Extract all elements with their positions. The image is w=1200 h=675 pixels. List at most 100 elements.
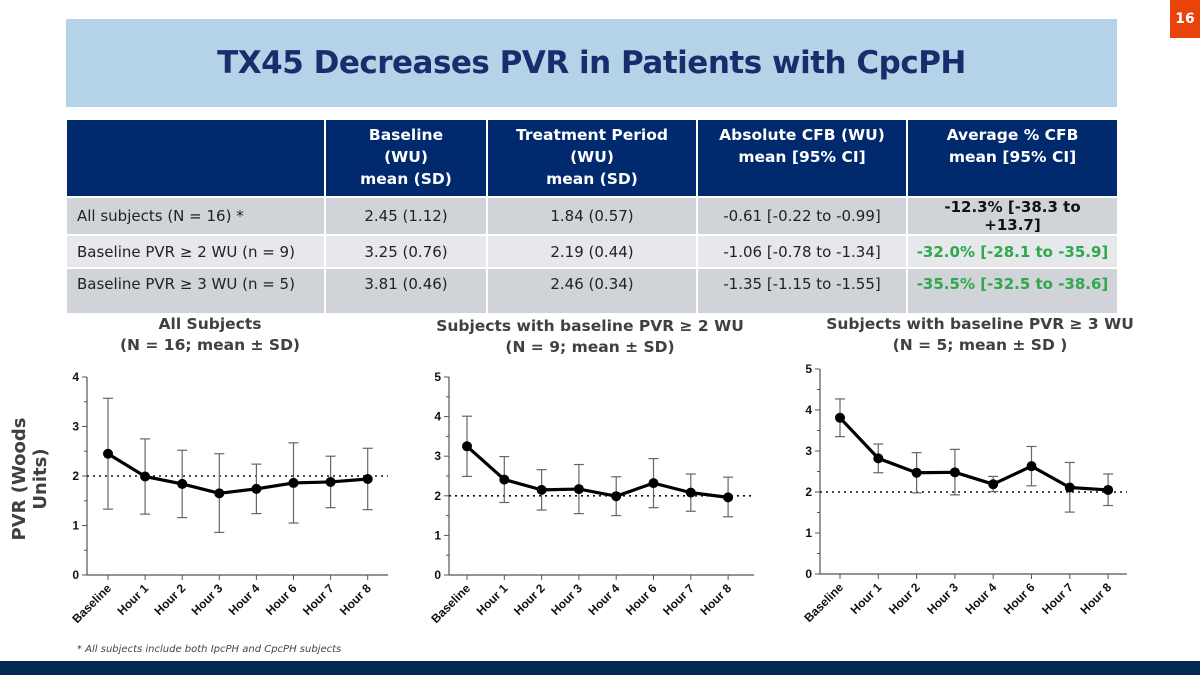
y-tick-label: 4	[805, 403, 812, 417]
data-point	[214, 488, 225, 499]
percent-cfb-cell: -32.0% [-28.1 to -35.9]	[907, 234, 1117, 268]
y-tick-label: 1	[434, 528, 441, 542]
chart-subtitle-line: (N = 9; mean ± SD)	[505, 338, 675, 356]
y-tick-label: 3	[805, 444, 812, 458]
chart-title-line: All Subjects	[158, 315, 262, 333]
data-point	[325, 476, 336, 487]
y-tick-label: 0	[434, 568, 441, 582]
header-line: mean [95% CI]	[738, 148, 866, 166]
data-point	[251, 483, 262, 494]
data-point	[873, 453, 884, 464]
x-tick-label: Baseline	[428, 581, 473, 626]
data-point	[573, 484, 584, 495]
absolute-cfb-cell: -0.61 [-0.22 to -0.99]	[697, 196, 908, 235]
baseline-cell: 2.45 (1.12)	[325, 196, 488, 235]
data-point	[1064, 482, 1075, 493]
chart-title-pvr3: Subjects with baseline PVR ≥ 3 WU (N = 5…	[800, 314, 1160, 356]
data-point	[499, 474, 510, 485]
x-tick-label: Hour 4	[586, 581, 623, 618]
x-tick-label: Hour 2	[511, 581, 548, 618]
x-tick-label: Hour 8	[1077, 580, 1114, 617]
data-point	[988, 479, 999, 490]
x-tick-label: Baseline	[69, 581, 114, 626]
table-row: All subjects (N = 16) * 2.45 (1.12) 1.84…	[67, 196, 1117, 235]
header-line: mean (SD)	[360, 170, 452, 188]
x-tick-label: Hour 3	[924, 580, 961, 617]
footnote: * All subjects include both IpcPH and Cp…	[77, 644, 342, 655]
x-tick-label: Hour 6	[1001, 580, 1038, 617]
x-tick-label: Hour 7	[1039, 580, 1076, 617]
data-point	[835, 412, 845, 423]
absolute-cfb-cell: -1.35 [-1.15 to -1.55]	[697, 267, 908, 313]
data-point	[177, 478, 188, 489]
slide-title: TX45 Decreases PVR in Patients with CpcP…	[217, 45, 966, 81]
baseline-cell: 3.81 (0.46)	[325, 267, 488, 313]
y-tick-label: 2	[434, 489, 441, 503]
absolute-cfb-cell: -1.06 [-0.78 to -1.34]	[697, 234, 908, 268]
y-tick-label: 0	[72, 568, 79, 582]
x-tick-label: Hour 2	[886, 580, 923, 617]
data-point	[723, 492, 734, 503]
page-number-badge: 16	[1170, 0, 1200, 38]
summary-table: Baseline (WU) mean (SD) Treatment Period (W…	[67, 120, 1117, 313]
x-tick-label: Hour 4	[963, 580, 1000, 617]
y-tick-label: 1	[805, 526, 812, 540]
x-tick-label: Hour 6	[623, 581, 660, 618]
header-line: Treatment Period	[516, 126, 668, 144]
header-line: (WU)	[570, 148, 614, 166]
data-point	[648, 478, 659, 489]
y-tick-label: 2	[72, 469, 79, 483]
data-point	[1103, 484, 1114, 495]
y-tick-label: 3	[72, 420, 79, 434]
data-point	[362, 473, 373, 484]
y-tick-label: 3	[434, 449, 441, 463]
table-row: Baseline PVR ≥ 2 WU (n = 9) 3.25 (0.76) …	[67, 234, 1117, 268]
y-tick-label: 5	[434, 370, 441, 384]
y-tick-label: 1	[72, 519, 79, 533]
chart-subtitle-line: (N = 16; mean ± SD)	[119, 336, 301, 354]
y-tick-label: 2	[805, 485, 812, 499]
header-line: (WU)	[384, 148, 428, 166]
chart-title-all-subjects: All Subjects (N = 16; mean ± SD)	[60, 314, 360, 356]
x-tick-label: Hour 3	[548, 581, 585, 618]
table-header-cell: Treatment Period (WU) mean (SD)	[487, 120, 698, 197]
data-point	[685, 487, 696, 498]
data-point	[462, 441, 472, 452]
x-tick-label: Hour 1	[114, 581, 151, 618]
x-tick-label: Hour 7	[300, 581, 337, 618]
x-tick-label: Hour 3	[189, 581, 226, 618]
series-line	[838, 416, 1109, 492]
row-label: Baseline PVR ≥ 2 WU (n = 9)	[67, 234, 326, 268]
x-tick-label: Hour 1	[474, 581, 511, 618]
x-tick-label: Hour 7	[660, 581, 697, 618]
chart-title-line: Subjects with baseline PVR ≥ 2 WU	[436, 317, 744, 335]
header-line: mean (SD)	[546, 170, 638, 188]
treatment-cell: 2.19 (0.44)	[487, 234, 698, 268]
y-tick-label: 5	[805, 362, 812, 376]
x-tick-label: Hour 4	[226, 581, 263, 618]
y-tick-label: 0	[805, 567, 812, 581]
chart-title-line: Subjects with baseline PVR ≥ 3 WU	[826, 315, 1134, 333]
table-header-cell: Absolute CFB (WU) mean [95% CI]	[697, 120, 908, 197]
table-row: Baseline PVR ≥ 3 WU (n = 5) 3.81 (0.46) …	[67, 267, 1117, 313]
table-header-cell: Average % CFB mean [95% CI]	[907, 120, 1117, 197]
series-line	[465, 445, 729, 499]
treatment-cell: 2.46 (0.34)	[487, 267, 698, 313]
x-tick-label: Hour 6	[263, 581, 300, 618]
y-tick-label: 4	[434, 410, 441, 424]
y-tick-label: 4	[72, 370, 79, 384]
data-point	[103, 448, 113, 459]
x-tick-label: Hour 8	[697, 581, 734, 618]
x-tick-label: Baseline	[801, 580, 846, 625]
header-line: Baseline	[368, 126, 444, 144]
data-point	[140, 471, 151, 482]
x-tick-label: Hour 1	[848, 580, 885, 617]
treatment-cell: 1.84 (0.57)	[487, 196, 698, 235]
data-point	[536, 484, 547, 495]
table-header-cell	[67, 120, 326, 197]
data-point	[911, 467, 922, 478]
